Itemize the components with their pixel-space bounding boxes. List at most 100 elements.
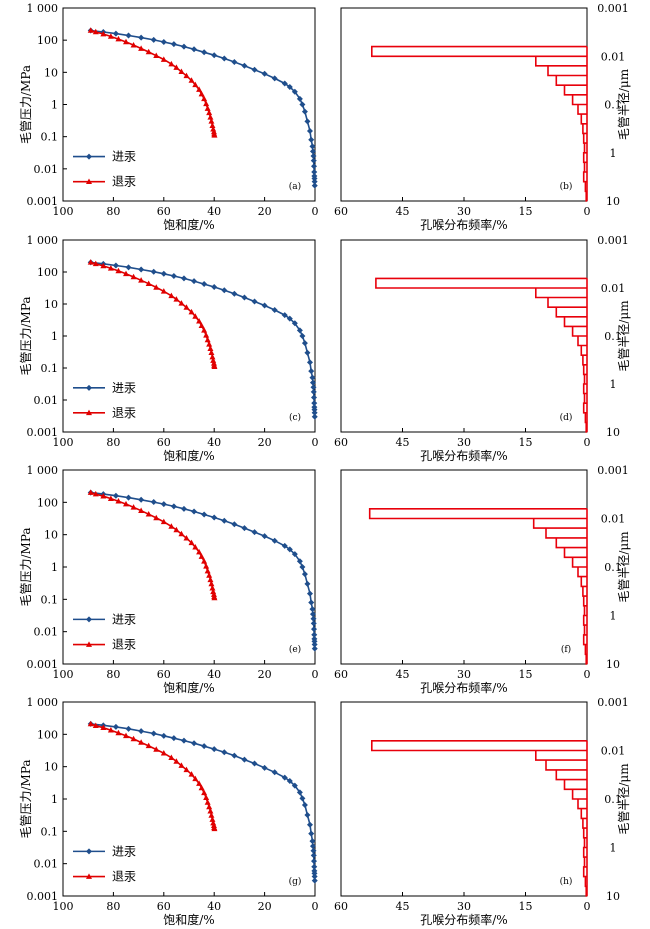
intrusion-point: [231, 58, 238, 65]
withdrawal-point: [92, 722, 99, 728]
withdrawal-point: [208, 118, 215, 124]
x-axis-title: 孔喉分布频率/%: [420, 217, 507, 232]
intrusion-point: [310, 626, 317, 633]
intrusion-point: [311, 178, 318, 185]
withdrawal-point: [173, 64, 180, 70]
y-tick-label: 0.001: [27, 426, 59, 439]
intrusion-point: [310, 620, 317, 627]
intrusion-point: [286, 778, 293, 785]
withdrawal-point: [87, 489, 94, 495]
y-axis-title: 毛管半径/μm: [616, 68, 631, 140]
withdrawal-point: [168, 523, 175, 529]
intrusion-point: [231, 521, 238, 528]
withdrawal-point: [203, 563, 210, 569]
intrusion-point: [296, 558, 303, 565]
intrusion-point: [191, 46, 198, 53]
x-tick-label: 60: [157, 900, 171, 913]
y-tick-label: 1 000: [27, 464, 59, 477]
withdrawal-point: [207, 807, 214, 814]
intrusion-point: [286, 83, 293, 90]
intrusion-point: [311, 413, 318, 420]
intrusion-point: [291, 782, 298, 789]
withdrawal-point: [145, 48, 152, 55]
y-tick-label: 10: [606, 890, 620, 903]
pressure-plot-frame: [62, 701, 316, 897]
withdrawal-point: [192, 775, 199, 782]
intrusion-point: [296, 95, 303, 102]
withdrawal-point: [153, 52, 160, 58]
x-tick-label: 80: [106, 436, 120, 449]
withdrawal-point: [183, 766, 190, 773]
intrusion-point: [125, 725, 132, 732]
y-tick-label: 0.001: [597, 696, 629, 709]
legend-withdrawal-label: 退汞: [112, 638, 136, 652]
legend-intrusion-label: 进汞: [112, 381, 136, 395]
intrusion-point: [241, 294, 248, 301]
withdrawal-point: [198, 553, 205, 559]
pore-distribution-bars: [368, 508, 587, 665]
intrusion-point: [310, 847, 317, 854]
withdrawal-point: [107, 727, 114, 733]
pore-distribution-bars: [371, 45, 587, 202]
x-tick-label: 100: [53, 668, 74, 681]
withdrawal-point: [204, 567, 211, 574]
y-axis-title: 毛管压力/MPa: [18, 296, 33, 375]
y-axis-title: 毛管压力/MPa: [18, 759, 33, 838]
legend-intrusion-marker: [86, 848, 92, 855]
intrusion-point: [170, 41, 177, 48]
withdrawal-point: [100, 724, 107, 731]
y-tick-label: 100: [37, 728, 58, 741]
intrusion-point: [211, 746, 218, 753]
intrusion-point: [271, 769, 278, 776]
withdrawal-point: [192, 81, 199, 88]
x-tick-label: 40: [207, 668, 221, 681]
intrusion-point: [180, 43, 187, 50]
x-tick-label: 0: [312, 436, 319, 449]
withdrawal-point: [188, 539, 195, 546]
intrusion-point: [299, 564, 306, 570]
withdrawal-point: [173, 758, 180, 764]
y-tick-label: 100: [37, 34, 58, 47]
withdrawal-point: [206, 803, 213, 810]
withdrawal-point: [211, 594, 218, 601]
intrusion-point: [309, 148, 316, 155]
intrusion-point: [281, 80, 288, 87]
intrusion-point: [286, 315, 293, 322]
intrusion-point: [261, 764, 268, 771]
intrusion-point: [271, 75, 278, 82]
intrusion-point: [304, 812, 311, 819]
intrusion-point: [160, 732, 167, 739]
x-tick-label: 0: [584, 436, 591, 449]
intrusion-point: [281, 542, 288, 549]
y-tick-label: 1 000: [27, 234, 59, 247]
y-tick-label: 0.1: [604, 793, 622, 806]
panel-tag-right: (d): [560, 412, 573, 423]
intrusion-point: [296, 789, 303, 796]
withdrawal-point: [130, 735, 137, 742]
x-tick-label: 30: [457, 668, 471, 681]
y-tick-label: 0.001: [27, 890, 59, 903]
distribution-plot-frame: [340, 701, 588, 897]
intrusion-point: [241, 756, 248, 763]
x-tick-label: 15: [519, 668, 533, 681]
withdrawal-point: [192, 543, 199, 550]
withdrawal-point: [192, 313, 199, 319]
x-tick-label: 80: [106, 668, 120, 681]
intrusion-point: [221, 55, 228, 62]
withdrawal-point: [153, 514, 160, 521]
intrusion-point: [201, 281, 208, 288]
y-tick-label: 0.01: [601, 513, 626, 526]
y-tick-label: 0.001: [597, 2, 629, 15]
y-tick-label: 0.1: [604, 330, 622, 343]
panel-tag-right: (b): [560, 181, 573, 192]
y-tick-label: 1: [51, 561, 58, 574]
withdrawal-point: [145, 280, 152, 287]
y-tick-label: 10: [44, 761, 58, 774]
x-tick-label: 45: [396, 205, 410, 218]
withdrawal-point: [207, 576, 214, 583]
distribution-plot-frame: [340, 469, 588, 665]
intrusion-point: [281, 774, 288, 781]
intrusion-point: [112, 30, 119, 37]
intrusion-point: [150, 499, 157, 506]
intrusion-point: [261, 70, 268, 77]
